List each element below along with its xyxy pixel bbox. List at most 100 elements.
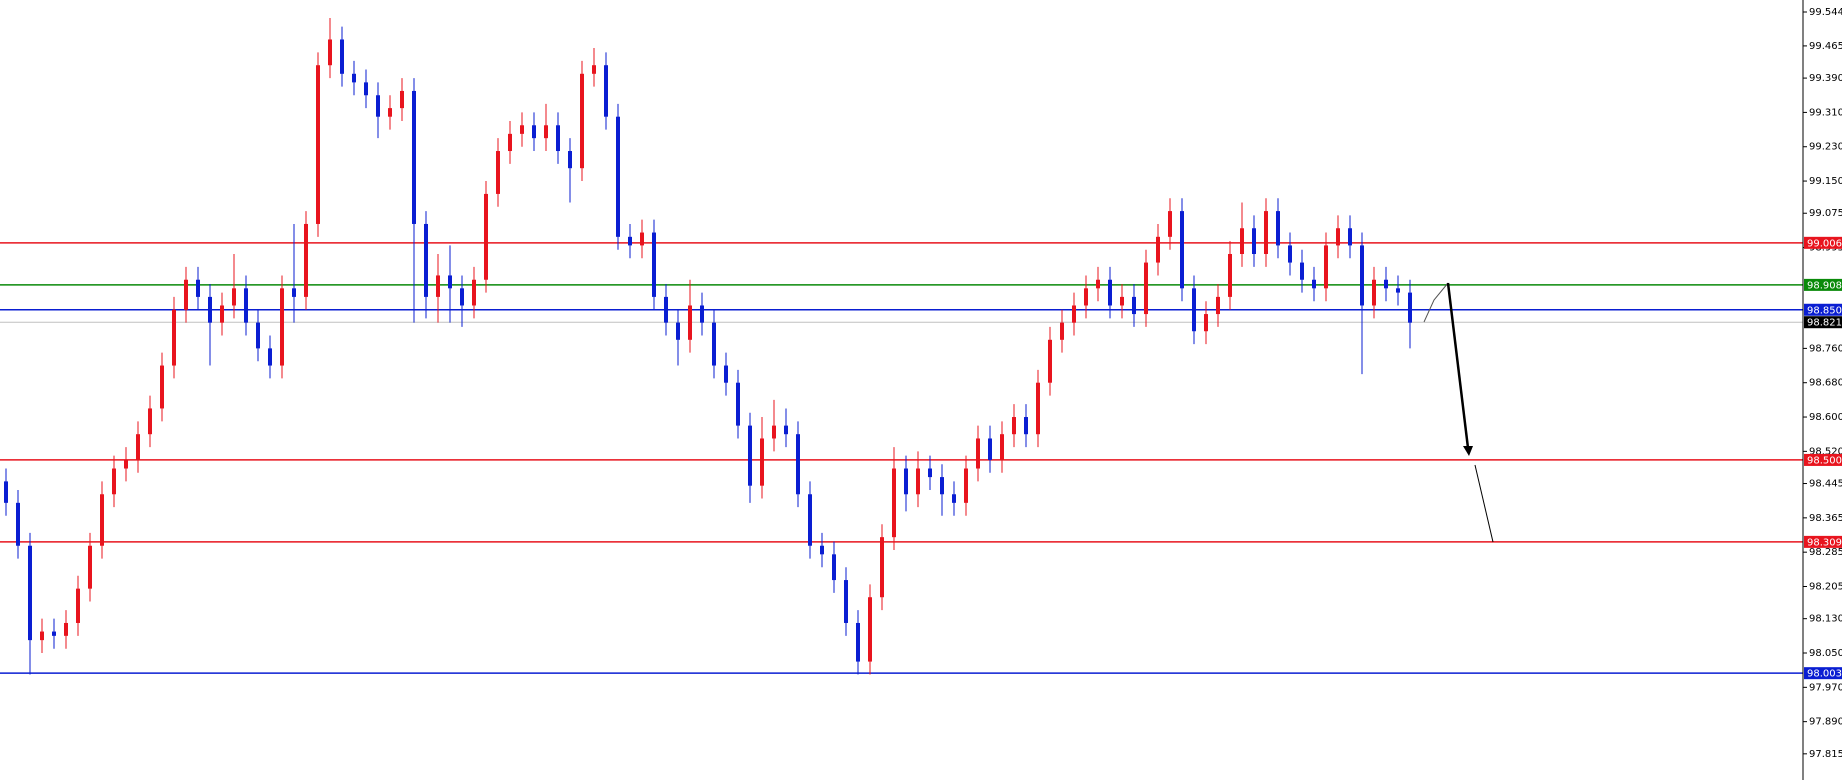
candle-body bbox=[1312, 279, 1316, 289]
candle-body bbox=[148, 408, 152, 435]
candle-body bbox=[844, 580, 848, 623]
level-label: 98.309 bbox=[1807, 537, 1842, 548]
candle-body bbox=[568, 151, 572, 169]
candle-body bbox=[256, 322, 260, 349]
candle-body bbox=[556, 125, 560, 152]
candle-body bbox=[292, 288, 296, 297]
candle-body bbox=[124, 459, 128, 469]
level-tag bbox=[1804, 236, 1842, 249]
candle-body bbox=[748, 425, 752, 486]
level-label: 98.850 bbox=[1807, 305, 1842, 316]
candle-body bbox=[196, 279, 200, 297]
level-label: 98.500 bbox=[1807, 455, 1842, 466]
level-label: 99.006 bbox=[1807, 238, 1842, 249]
y-tick-label: 97.815 bbox=[1809, 749, 1842, 760]
candle-body bbox=[1144, 262, 1148, 315]
level-label: 98.821 bbox=[1807, 318, 1842, 329]
candle-body bbox=[784, 425, 788, 435]
candle-body bbox=[1060, 322, 1064, 340]
projection-line bbox=[1474, 464, 1494, 543]
candle-body bbox=[100, 494, 104, 546]
candle-body bbox=[76, 588, 80, 623]
candle-body bbox=[388, 108, 392, 117]
candle-body bbox=[1228, 253, 1232, 297]
y-tick-label: 98.680 bbox=[1809, 378, 1842, 389]
y-tick-label: 97.970 bbox=[1809, 682, 1842, 693]
candle-body bbox=[820, 545, 824, 555]
candle-body bbox=[208, 296, 212, 323]
candle-body bbox=[772, 425, 776, 439]
candle-body bbox=[700, 305, 704, 323]
candle-body bbox=[724, 365, 728, 383]
candle-body bbox=[1276, 211, 1280, 246]
candle-body bbox=[760, 438, 764, 486]
candle-body bbox=[676, 322, 680, 340]
y-tick-label: 99.544 bbox=[1809, 7, 1842, 18]
candle-body bbox=[928, 468, 932, 478]
candle-body bbox=[1192, 288, 1196, 332]
y-tick-label: 98.365 bbox=[1809, 513, 1842, 524]
y-tick-label: 98.760 bbox=[1809, 343, 1842, 354]
candle-body bbox=[496, 151, 500, 194]
candle-body bbox=[340, 39, 344, 74]
projection-line bbox=[1423, 282, 1449, 323]
candle-body bbox=[268, 348, 272, 366]
candle-body bbox=[616, 116, 620, 237]
candle-body bbox=[40, 631, 44, 641]
candle-body bbox=[796, 434, 800, 495]
candle-body bbox=[1156, 236, 1160, 263]
candle-body bbox=[1252, 228, 1256, 254]
candle-body bbox=[244, 288, 248, 323]
candle-body bbox=[664, 296, 668, 323]
candle-body bbox=[652, 232, 656, 297]
y-tick-label: 99.310 bbox=[1809, 107, 1842, 118]
candle-body bbox=[460, 288, 464, 306]
candle-body bbox=[532, 125, 536, 139]
candle-body bbox=[328, 39, 332, 66]
candle-body bbox=[1336, 228, 1340, 246]
candle-body bbox=[868, 597, 872, 662]
candle-body bbox=[736, 382, 740, 426]
candle-body bbox=[964, 468, 968, 503]
candle-body bbox=[1108, 279, 1112, 306]
candle-body bbox=[1408, 292, 1412, 323]
projection bbox=[1423, 282, 1494, 543]
candle-body bbox=[916, 468, 920, 495]
candle-body bbox=[712, 322, 716, 366]
candle-body bbox=[376, 95, 380, 117]
candle-body bbox=[940, 477, 944, 495]
candle-body bbox=[604, 65, 608, 117]
candle-body bbox=[280, 288, 284, 366]
level-label: 98.003 bbox=[1807, 669, 1842, 680]
candle-body bbox=[172, 309, 176, 366]
candle-body bbox=[640, 232, 644, 246]
candle-body bbox=[808, 494, 812, 546]
candle-body bbox=[52, 631, 56, 636]
y-tick-label: 99.075 bbox=[1809, 208, 1842, 219]
y-tick-label: 98.520 bbox=[1809, 446, 1842, 457]
arrow-head bbox=[1463, 446, 1473, 456]
candle-body bbox=[1012, 417, 1016, 435]
candle-body bbox=[1036, 382, 1040, 435]
candle-body bbox=[1360, 245, 1364, 306]
candle-body bbox=[1000, 434, 1004, 460]
level-tag bbox=[1804, 316, 1842, 329]
level-tag bbox=[1804, 535, 1842, 548]
candle-body bbox=[112, 468, 116, 495]
y-tick-label: 97.890 bbox=[1809, 717, 1842, 728]
candle-body bbox=[220, 305, 224, 323]
candle-body bbox=[832, 554, 836, 581]
y-tick-label: 99.390 bbox=[1809, 73, 1842, 84]
candle-body bbox=[1288, 245, 1292, 263]
candle-body bbox=[1348, 228, 1352, 246]
candle-body bbox=[976, 438, 980, 469]
candle-body bbox=[1264, 211, 1268, 254]
candle-body bbox=[1384, 279, 1388, 289]
level-label: 98.908 bbox=[1807, 280, 1842, 291]
candle-body bbox=[364, 82, 368, 96]
candle-body bbox=[64, 622, 68, 636]
candle-body bbox=[1168, 211, 1172, 237]
candle-body bbox=[4, 481, 8, 503]
